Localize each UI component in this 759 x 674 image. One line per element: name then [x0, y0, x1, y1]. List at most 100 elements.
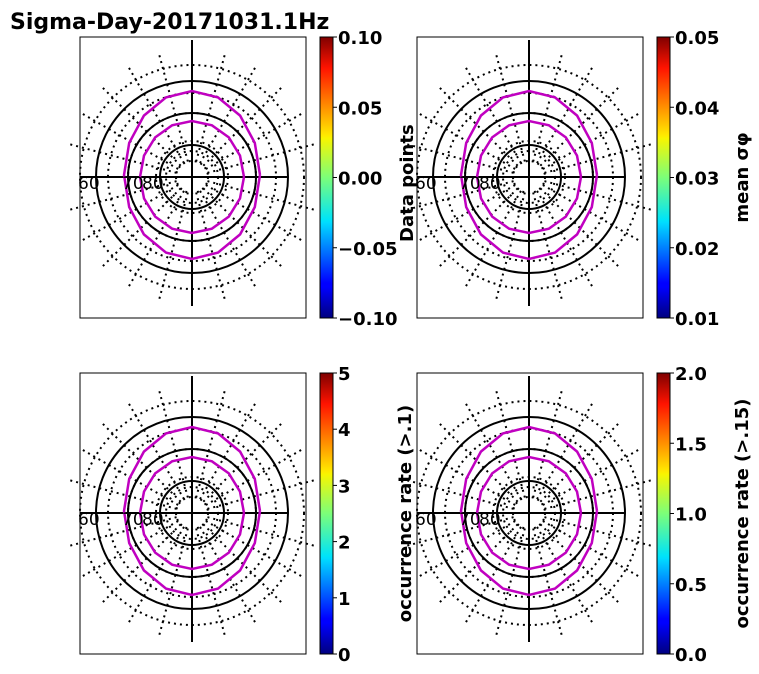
grid-meridian: [405, 478, 514, 510]
grid-meridian: [207, 142, 316, 174]
colorbar-tick-label: −0.10: [338, 309, 398, 330]
colorbar: [319, 36, 334, 319]
grid-meridian: [157, 53, 189, 162]
latitude-label: 80: [142, 510, 164, 530]
grid-meridian: [536, 526, 594, 625]
grid-meridian: [405, 142, 514, 174]
colorbar-tick-label: 0.04: [675, 98, 719, 119]
figure-title: Sigma-Day-20171031.1Hz: [10, 10, 329, 35]
axis-y-label: Data points: [397, 124, 418, 242]
latitude-label: 60: [78, 174, 100, 194]
colorbar: [656, 36, 671, 319]
grid-meridian: [199, 526, 257, 625]
colorbar-tick-label: 3: [338, 476, 351, 497]
colorbar-tick-label: 1.5: [675, 434, 707, 455]
colorbar-label: occurrence rate (>.1): [395, 405, 416, 622]
grid-meridian: [68, 142, 177, 174]
colorbar-tick-label: 1: [338, 589, 351, 610]
grid-meridian: [494, 53, 526, 162]
grid-meridian: [127, 65, 185, 164]
latitude-label: 60: [415, 174, 437, 194]
grid-meridian: [532, 528, 564, 637]
grid-meridian: [199, 190, 257, 289]
contour-outer: [459, 89, 599, 261]
latitude-label: 80: [142, 174, 164, 194]
latitude-label: 70: [122, 174, 144, 194]
grid-meridian: [205, 520, 304, 578]
grid-meridian: [494, 528, 526, 637]
grid-meridian: [100, 421, 182, 503]
contour-inner: [138, 119, 246, 235]
latitude-label: 80: [479, 174, 501, 194]
grid-meridian: [195, 53, 227, 162]
grid-meridian: [464, 526, 522, 625]
grid-meridian: [417, 520, 516, 578]
grid-meridian: [80, 520, 179, 578]
grid-meridian: [405, 180, 514, 212]
latitude-label: 70: [122, 510, 144, 530]
grid-meridian: [100, 85, 182, 167]
grid-meridian: [464, 401, 522, 500]
latitude-label: 70: [459, 174, 481, 194]
colorbar-tick-label: 2: [338, 533, 351, 554]
grid-meridian: [494, 389, 526, 498]
grid-meridian: [68, 516, 177, 548]
latitude-label: 60: [78, 510, 100, 530]
grid-meridian: [437, 421, 519, 503]
grid-meridian: [532, 389, 564, 498]
grid-meridian: [157, 192, 189, 301]
grid-meridian: [195, 192, 227, 301]
grid-meridian: [202, 85, 284, 167]
latitude-label: 70: [459, 510, 481, 530]
colorbar-tick-label: 0.10: [338, 28, 382, 49]
grid-meridian: [532, 192, 564, 301]
colorbar-tick-label: 0.05: [675, 28, 719, 49]
contour-outer: [459, 425, 599, 597]
grid-meridian: [68, 478, 177, 510]
grid-meridian: [205, 184, 304, 242]
contour-outer: [122, 425, 262, 597]
colorbar-tick-label: 0: [338, 645, 351, 666]
latitude-label: 80: [479, 510, 501, 530]
colorbar: [656, 372, 671, 655]
grid-meridian: [539, 85, 621, 167]
grid-meridian: [157, 389, 189, 498]
grid-meridian: [464, 190, 522, 289]
grid-meridian: [532, 53, 564, 162]
grid-meridian: [544, 142, 653, 174]
grid-meridian: [542, 520, 641, 578]
grid-meridian: [544, 478, 653, 510]
grid-meridian: [127, 401, 185, 500]
contour-inner: [475, 455, 583, 571]
colorbar-tick-label: 1.0: [675, 505, 707, 526]
colorbar-tick-label: 0.05: [338, 98, 382, 119]
colorbar-tick-label: 4: [338, 420, 351, 441]
colorbar-tick-label: 0.01: [675, 309, 719, 330]
grid-meridian: [202, 421, 284, 503]
colorbar-tick-label: 0.00: [338, 169, 382, 190]
grid-meridian: [157, 528, 189, 637]
grid-meridian: [199, 65, 257, 164]
colorbar: [319, 372, 334, 655]
colorbar-tick-label: 0.03: [675, 169, 719, 190]
grid-meridian: [536, 401, 594, 500]
grid-meridian: [417, 184, 516, 242]
colorbar-label: mean σφ: [732, 132, 753, 222]
colorbar-tick-label: 2.0: [675, 364, 707, 385]
grid-meridian: [195, 528, 227, 637]
grid-meridian: [127, 526, 185, 625]
grid-meridian: [536, 65, 594, 164]
colorbar-tick-label: 0.02: [675, 239, 719, 260]
grid-meridian: [539, 421, 621, 503]
contour-inner: [138, 455, 246, 571]
grid-meridian: [207, 478, 316, 510]
colorbar-label: occurrence rate (>.15): [732, 399, 753, 629]
grid-meridian: [437, 85, 519, 167]
grid-meridian: [544, 180, 653, 212]
